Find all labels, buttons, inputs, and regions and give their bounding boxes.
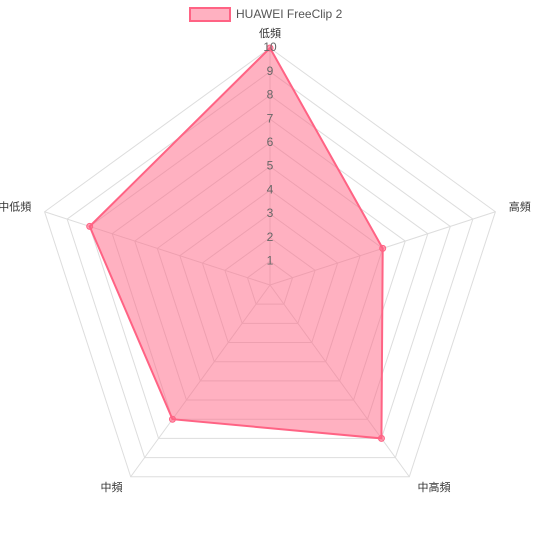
data-point — [377, 434, 385, 442]
r-tick-label: 6 — [267, 135, 274, 149]
r-tick-label: 10 — [263, 40, 277, 54]
category-label: 高頻 — [509, 199, 531, 213]
radar-area — [88, 46, 384, 440]
grid-ring — [66, 71, 474, 459]
r-tick-label: 1 — [267, 253, 274, 267]
legend-label: HUAWEI FreeClip 2 — [236, 7, 343, 21]
data-point — [168, 415, 176, 423]
category-label: 中低頻 — [0, 199, 31, 213]
legend-swatch — [189, 7, 231, 22]
grid-ring — [44, 47, 496, 478]
r-tick-label: 7 — [267, 111, 274, 125]
r-tick-label: 8 — [267, 88, 274, 102]
data-point — [266, 44, 274, 52]
category-label: 中高頻 — [418, 480, 451, 494]
r-tick-label: 4 — [267, 182, 274, 196]
data-point — [379, 244, 387, 252]
data-point — [86, 222, 94, 230]
category-label: 低頻 — [259, 26, 281, 40]
r-tick-label: 9 — [267, 64, 274, 78]
r-tick-label: 5 — [267, 159, 274, 173]
r-tick-label: 2 — [267, 230, 274, 244]
r-tick-label: 3 — [267, 206, 274, 220]
category-label: 中頻 — [100, 480, 122, 494]
